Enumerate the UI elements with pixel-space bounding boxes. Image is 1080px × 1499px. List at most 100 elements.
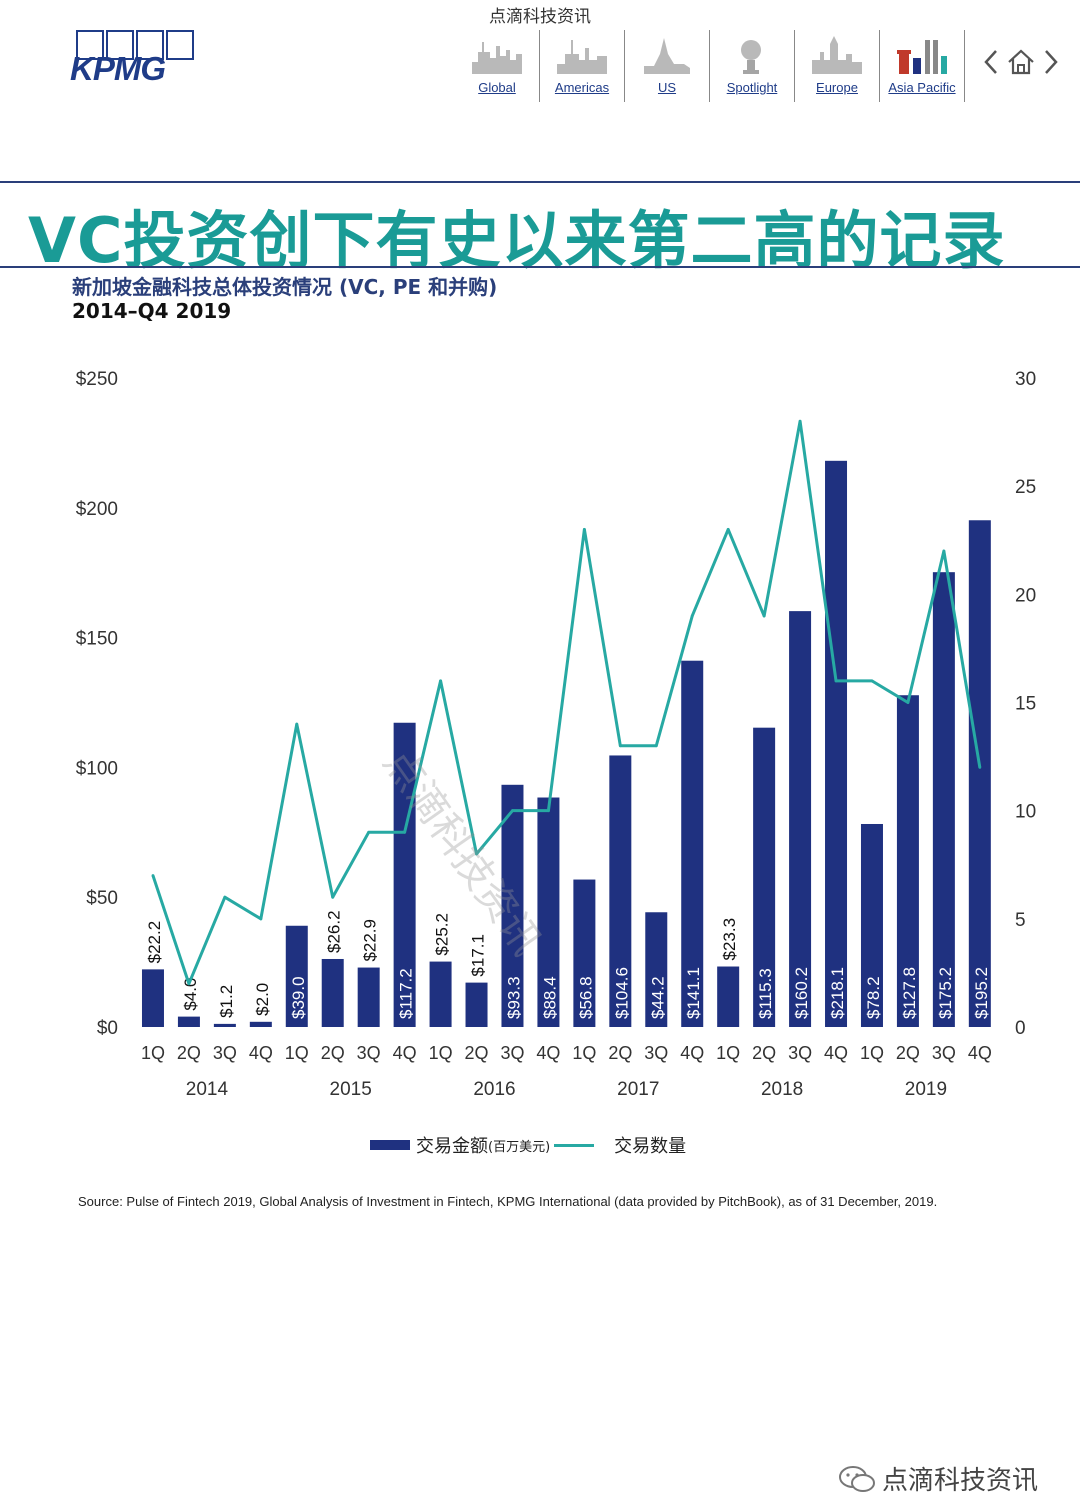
- chevron-right-icon[interactable]: [1042, 48, 1060, 80]
- nav-europe[interactable]: Europe: [795, 30, 880, 102]
- legend-line-label: 交易数量: [614, 1136, 687, 1157]
- bar-data-label: $56.8: [576, 976, 595, 1019]
- x-quarter-label: 4Q: [536, 1043, 560, 1063]
- bar-data-label: $1.2: [217, 985, 236, 1018]
- x-quarter-label: 3Q: [932, 1043, 956, 1063]
- bar: [357, 967, 380, 1027]
- line-point: [511, 809, 514, 813]
- bar-data-label: $117.2: [397, 968, 416, 1019]
- bar: [717, 966, 740, 1027]
- line-point: [726, 528, 730, 531]
- region-nav: Global Americas US Spotlight Europe Asia…: [455, 30, 965, 102]
- bar: [609, 755, 632, 1027]
- bar: [825, 460, 848, 1028]
- y-right-tick-label: 15: [1015, 694, 1036, 715]
- bar-data-label: $218.1: [828, 967, 847, 1019]
- top-watermark: 点滴科技资讯: [489, 7, 591, 27]
- line-point: [295, 722, 299, 726]
- bottom-watermark: 点滴科技资讯: [838, 1460, 1038, 1497]
- x-quarter-label: 2Q: [752, 1043, 776, 1063]
- bar-data-label: $22.9: [361, 919, 380, 962]
- bar: [249, 1021, 272, 1027]
- wechat-icon: [839, 1465, 875, 1492]
- bar: [393, 722, 416, 1027]
- bar: [860, 823, 883, 1027]
- y-left-tick-label: $200: [76, 499, 118, 520]
- bar-data-label: $88.4: [540, 976, 559, 1019]
- bar-data-label: $175.2: [936, 967, 955, 1019]
- bar-data-label: $26.2: [325, 910, 344, 953]
- nav-label: Asia Pacific: [888, 80, 956, 95]
- y-right-tick-label: 5: [1015, 910, 1026, 931]
- nav-us[interactable]: US: [625, 30, 710, 102]
- deal-count-line: [151, 419, 982, 986]
- bar: [321, 958, 344, 1027]
- bar: [213, 1023, 236, 1027]
- bar: [789, 611, 812, 1027]
- x-quarter-label: 2Q: [321, 1043, 345, 1063]
- page-title: VC投资创下有史以来第二高的记录: [28, 204, 1006, 277]
- nav-label: Americas: [554, 80, 610, 95]
- x-quarter-label: 3Q: [644, 1043, 668, 1063]
- kpmg-logo[interactable]: KPMG: [70, 30, 195, 90]
- x-quarter-label: 2Q: [896, 1043, 920, 1063]
- x-quarter-label: 1Q: [572, 1043, 596, 1063]
- y-right-tick-label: 25: [1015, 477, 1036, 498]
- nav-spotlight[interactable]: Spotlight: [710, 30, 795, 102]
- y-right-tick-label: 20: [1015, 585, 1036, 606]
- investment-chart: $250$200$150$100$50$0302520151050$22.2$4…: [76, 369, 1036, 1100]
- x-quarter-label: 3Q: [213, 1043, 237, 1063]
- y-left-tick-label: $250: [76, 369, 118, 390]
- bar-data-label: $195.2: [972, 967, 991, 1019]
- line-point: [547, 809, 550, 813]
- bar-data-label: $104.6: [612, 967, 631, 1019]
- legend-bar-swatch: [370, 1140, 410, 1150]
- y-left-tick-label: $100: [76, 758, 118, 779]
- x-quarter-label: 3Q: [500, 1043, 524, 1063]
- page-navigation: [982, 48, 1060, 80]
- y-right-tick-label: 10: [1015, 802, 1036, 823]
- nav-global[interactable]: Global: [455, 30, 540, 102]
- legend-line-swatch: [554, 1143, 595, 1147]
- bar-data-label: $93.3: [504, 976, 523, 1019]
- x-quarter-label: 4Q: [968, 1043, 992, 1063]
- x-year-label: 2015: [330, 1079, 372, 1100]
- nav-asia-pacific[interactable]: Asia Pacific: [880, 30, 965, 102]
- line-point: [151, 874, 155, 877]
- bar-data-label: $160.2: [792, 967, 811, 1019]
- line-point: [223, 895, 227, 899]
- bar: [141, 969, 164, 1027]
- nav-americas[interactable]: Americas: [540, 30, 625, 102]
- logo-text: KPMG: [70, 50, 166, 87]
- chart-subtitle: 新加坡金融科技总体投资情况 (VC, PE 和并购): [72, 275, 498, 299]
- line-point: [654, 744, 658, 748]
- bar: [537, 797, 560, 1027]
- skyline-americas-icon: [557, 40, 607, 74]
- x-quarter-label: 3Q: [357, 1043, 381, 1063]
- skyline-us-icon: [644, 38, 690, 74]
- line-point: [618, 744, 622, 748]
- x-year-label: 2018: [761, 1079, 803, 1100]
- skyline-asia-pacific-icon: [897, 40, 947, 74]
- bar-data-label: $17.1: [469, 934, 488, 977]
- bar-data-label: $115.3: [756, 968, 775, 1019]
- chart-legend: 交易金额 (百万美元) 交易数量: [370, 1132, 686, 1158]
- x-year-label: 2019: [905, 1079, 947, 1100]
- line-point: [403, 830, 407, 834]
- x-quarter-label: 1Q: [429, 1043, 453, 1063]
- header-rule-top: [0, 181, 1080, 183]
- line-point: [906, 701, 910, 704]
- home-icon[interactable]: [1006, 48, 1036, 80]
- x-quarter-label: 2Q: [177, 1043, 201, 1063]
- legend-bar-unit: (百万美元): [488, 1139, 551, 1155]
- bar: [285, 925, 308, 1027]
- x-quarter-label: 1Q: [716, 1043, 740, 1063]
- x-quarter-label: 2Q: [608, 1043, 632, 1063]
- y-right-tick-label: 0: [1015, 1018, 1026, 1039]
- bar-data-label: $78.2: [864, 976, 883, 1019]
- skyline-global-icon: [472, 42, 522, 74]
- x-quarter-label: 4Q: [680, 1043, 704, 1063]
- line-point: [690, 614, 694, 618]
- chevron-left-icon[interactable]: [982, 48, 1000, 80]
- y-left-tick-label: $50: [86, 888, 118, 909]
